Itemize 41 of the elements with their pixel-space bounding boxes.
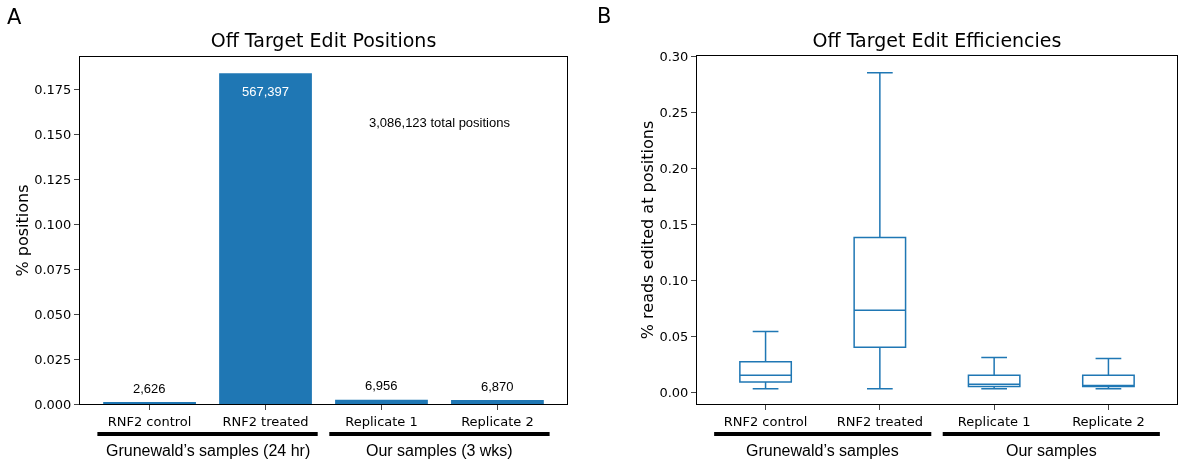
text: A	[7, 5, 22, 29]
annotation: 567,397	[242, 84, 289, 99]
bar	[335, 399, 428, 404]
x-tick-label: RNF2 control	[107, 413, 192, 429]
y-tick-label: 0.100	[34, 216, 72, 232]
text: Grunewald’s samples	[746, 442, 899, 459]
y-tick-label: 0.000	[34, 396, 72, 412]
y-tick-label: 0.150	[34, 126, 72, 142]
y-tick-label: 0.25	[659, 104, 689, 120]
y-tick-label: 0.075	[34, 261, 72, 277]
y-tick-label: 0.05	[659, 328, 689, 344]
x-tick-label: RNF2 treated	[836, 413, 923, 429]
y-tick-label: 0.20	[659, 160, 689, 176]
x-tick-label: Replicate 2	[461, 413, 534, 429]
y-tick-label: 0.30	[659, 48, 689, 64]
annotation: 6,956	[365, 378, 398, 393]
text: Grunewald’s samples (24 hr)	[106, 442, 311, 459]
annotation: 3,086,123 total positions	[369, 115, 511, 130]
y-tick-label: 0.10	[659, 272, 689, 288]
y-tick-label: 0.15	[659, 216, 689, 232]
x-tick-label: Replicate 1	[957, 413, 1031, 429]
y-axis-title: % reads edited at positions	[638, 120, 658, 340]
bar	[451, 400, 544, 404]
text: B	[597, 4, 612, 28]
chart-title: Off Target Edit Positions	[210, 28, 437, 51]
bar	[219, 73, 312, 404]
y-tick-label: 0.025	[34, 351, 72, 367]
x-tick-label: RNF2 control	[723, 413, 808, 429]
x-tick-label: Replicate 1	[345, 413, 418, 429]
text: Our samples	[1006, 442, 1097, 459]
y-tick-label: 0.175	[34, 81, 72, 97]
text: Our samples (3 wks)	[366, 442, 513, 459]
annotation: 2,626	[133, 381, 166, 396]
x-tick-label: RNF2 treated	[222, 413, 309, 429]
y-tick-label: 0.00	[659, 384, 689, 400]
y-axis-title: % positions	[13, 184, 33, 277]
annotation: 6,870	[481, 379, 514, 394]
x-tick-label: Replicate 2	[1072, 413, 1145, 429]
y-tick-label: 0.125	[34, 171, 72, 187]
y-tick-label: 0.050	[34, 306, 72, 322]
chart-title: Off Target Edit Efficiencies	[812, 28, 1062, 51]
